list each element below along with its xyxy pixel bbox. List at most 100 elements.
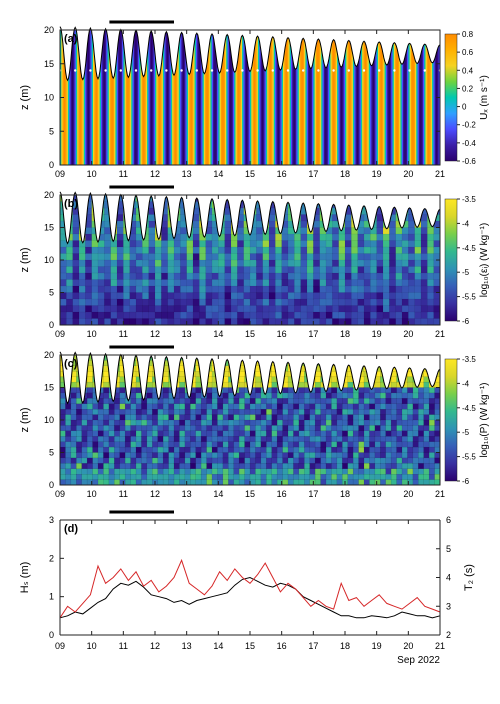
- svg-text:-5: -5: [462, 268, 470, 277]
- svg-text:3: 3: [49, 515, 54, 525]
- svg-text:16: 16: [277, 329, 287, 339]
- svg-text:18: 18: [340, 169, 350, 179]
- svg-text:10: 10: [87, 329, 97, 339]
- svg-text:19: 19: [372, 641, 382, 651]
- svg-text:15: 15: [245, 641, 255, 651]
- svg-text:10: 10: [44, 255, 54, 265]
- svg-text:T₂ (s): T₂ (s): [463, 564, 475, 591]
- colorbar-a: [445, 34, 457, 161]
- svg-text:15: 15: [245, 329, 255, 339]
- svg-text:-4.5: -4.5: [462, 244, 476, 253]
- svg-text:21: 21: [435, 641, 445, 651]
- svg-text:z (m): z (m): [19, 407, 31, 432]
- svg-text:16: 16: [277, 169, 287, 179]
- svg-text:z (m): z (m): [19, 85, 31, 110]
- svg-text:15: 15: [44, 383, 54, 393]
- svg-text:18: 18: [340, 489, 350, 499]
- svg-text:13: 13: [182, 641, 192, 651]
- svg-text:0.8: 0.8: [462, 30, 474, 39]
- svg-text:-5.5: -5.5: [462, 293, 476, 302]
- colorbar-label-c: log₁₀(P) (W kg⁻¹): [479, 382, 490, 457]
- svg-text:0.6: 0.6: [462, 48, 474, 57]
- svg-text:15: 15: [245, 489, 255, 499]
- figure-container: 0510152009101112131415161718192021z (m)(…: [0, 0, 500, 699]
- svg-text:10: 10: [87, 169, 97, 179]
- colorbar-label-a: Uₓ (m s⁻¹): [479, 75, 490, 120]
- svg-text:1: 1: [49, 592, 54, 602]
- svg-text:19: 19: [372, 329, 382, 339]
- svg-text:14: 14: [213, 169, 223, 179]
- svg-text:-0.2: -0.2: [462, 121, 476, 130]
- svg-text:20: 20: [403, 329, 413, 339]
- svg-text:20: 20: [403, 169, 413, 179]
- svg-text:Hₛ (m): Hₛ (m): [19, 562, 31, 594]
- svg-text:17: 17: [308, 329, 318, 339]
- svg-text:0: 0: [462, 103, 467, 112]
- svg-text:12: 12: [150, 329, 160, 339]
- svg-text:11: 11: [119, 329, 128, 339]
- svg-text:09: 09: [55, 329, 65, 339]
- svg-text:Sep 2022: Sep 2022: [397, 655, 440, 666]
- svg-text:10: 10: [44, 415, 54, 425]
- svg-text:20: 20: [403, 641, 413, 651]
- svg-text:10: 10: [87, 489, 97, 499]
- svg-text:13: 13: [182, 169, 192, 179]
- svg-text:11: 11: [119, 489, 128, 499]
- svg-text:-0.4: -0.4: [462, 139, 476, 148]
- svg-text:(d): (d): [64, 523, 78, 535]
- svg-text:12: 12: [150, 641, 160, 651]
- svg-text:(a): (a): [64, 33, 78, 45]
- svg-text:20: 20: [44, 25, 54, 35]
- svg-text:0: 0: [49, 480, 54, 490]
- svg-text:3: 3: [446, 601, 451, 611]
- svg-text:-4.5: -4.5: [462, 404, 476, 413]
- svg-text:-5.5: -5.5: [462, 453, 476, 462]
- svg-text:5: 5: [446, 544, 451, 554]
- svg-text:15: 15: [44, 59, 54, 69]
- svg-text:-6: -6: [462, 477, 470, 486]
- svg-text:11: 11: [119, 169, 128, 179]
- colorbar-b: [445, 199, 457, 321]
- svg-text:15: 15: [44, 223, 54, 233]
- svg-text:17: 17: [308, 169, 318, 179]
- svg-text:10: 10: [44, 93, 54, 103]
- svg-text:0: 0: [49, 160, 54, 170]
- svg-text:-6: -6: [462, 317, 470, 326]
- svg-text:12: 12: [150, 489, 160, 499]
- svg-text:0: 0: [49, 630, 54, 640]
- svg-text:0.2: 0.2: [462, 84, 474, 93]
- svg-text:5: 5: [49, 126, 54, 136]
- svg-text:2: 2: [49, 553, 54, 563]
- svg-text:15: 15: [245, 169, 255, 179]
- svg-text:-4: -4: [462, 219, 470, 228]
- colorbar-c: [445, 359, 457, 481]
- svg-text:13: 13: [182, 329, 192, 339]
- svg-text:21: 21: [435, 489, 445, 499]
- svg-text:-0.6: -0.6: [462, 157, 476, 166]
- svg-text:0.4: 0.4: [462, 66, 474, 75]
- svg-text:5: 5: [49, 288, 54, 298]
- svg-text:17: 17: [308, 641, 318, 651]
- svg-text:6: 6: [446, 515, 451, 525]
- colorbar-label-b: log₁₀(εᵢ) (W kg⁻¹): [479, 223, 490, 297]
- svg-text:2: 2: [446, 630, 451, 640]
- svg-text:12: 12: [150, 169, 160, 179]
- svg-text:5: 5: [49, 448, 54, 458]
- svg-text:-4: -4: [462, 379, 470, 388]
- svg-text:09: 09: [55, 489, 65, 499]
- svg-text:16: 16: [277, 489, 287, 499]
- svg-text:z (m): z (m): [19, 247, 31, 272]
- svg-text:19: 19: [372, 169, 382, 179]
- svg-text:17: 17: [308, 489, 318, 499]
- svg-text:18: 18: [340, 641, 350, 651]
- svg-text:-3.5: -3.5: [462, 195, 476, 204]
- svg-text:14: 14: [213, 489, 223, 499]
- svg-text:(c): (c): [64, 358, 78, 370]
- svg-text:20: 20: [403, 489, 413, 499]
- svg-text:0: 0: [49, 320, 54, 330]
- svg-text:20: 20: [44, 190, 54, 200]
- svg-text:11: 11: [119, 641, 128, 651]
- svg-text:20: 20: [44, 350, 54, 360]
- svg-text:16: 16: [277, 641, 287, 651]
- svg-text:10: 10: [87, 641, 97, 651]
